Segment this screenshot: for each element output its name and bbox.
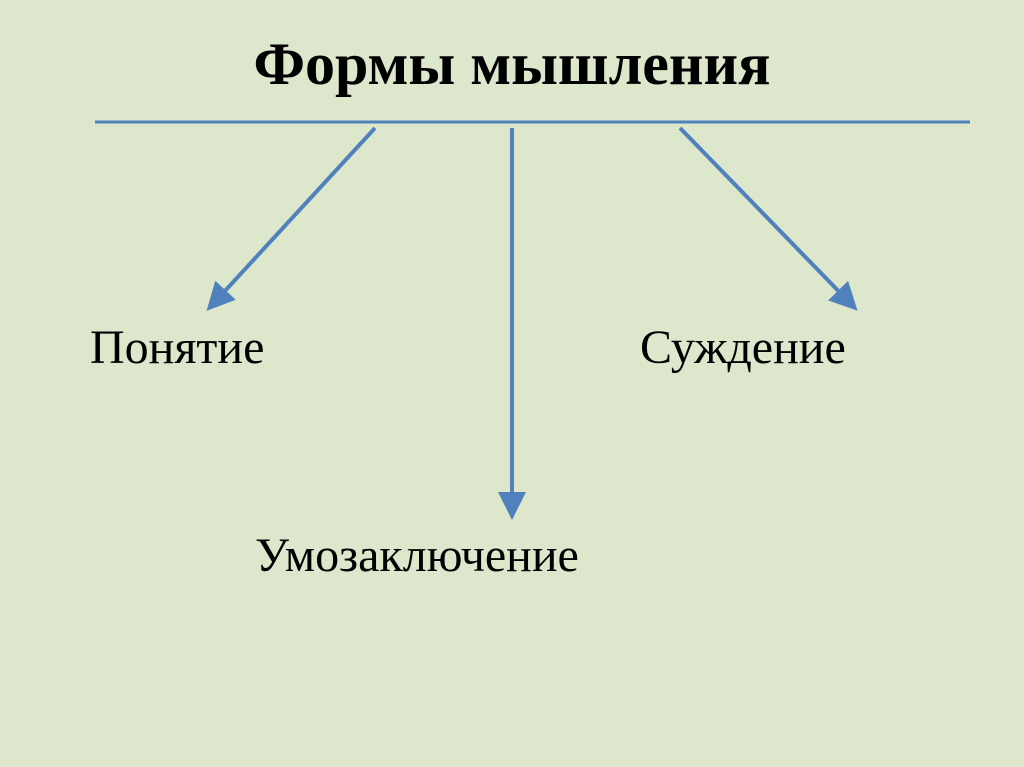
node-concept: Понятие — [90, 320, 264, 375]
node-judgment: Суждение — [640, 320, 846, 375]
arrow-left — [212, 128, 375, 305]
diagram-canvas: Формы мышления Понятие Суждение Умозаклю… — [0, 0, 1024, 767]
node-inference: Умозаключение — [255, 528, 579, 583]
arrow-right — [680, 128, 852, 305]
diagram-lines — [0, 0, 1024, 767]
